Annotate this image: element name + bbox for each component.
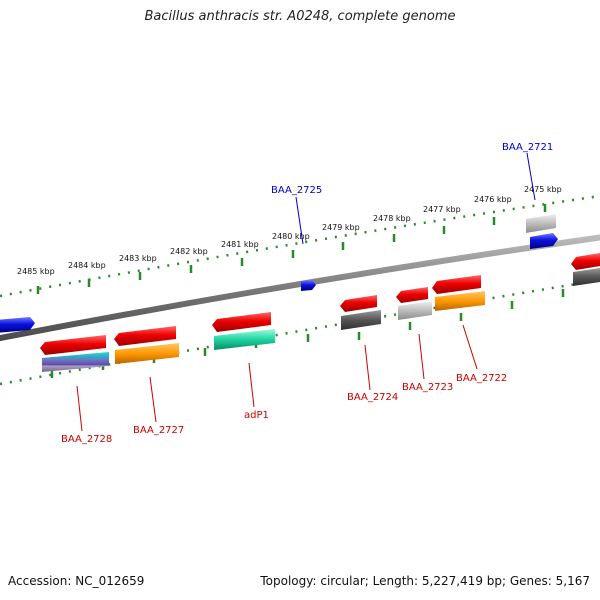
- ruler-label: 2480 kbp: [272, 232, 310, 241]
- gene-leader-line: [248, 362, 255, 408]
- gene-label[interactable]: adP1: [244, 410, 269, 421]
- ruler-lower: [0, 278, 600, 386]
- gene-leader-line: [526, 152, 536, 201]
- gene-leader-line: [418, 333, 425, 380]
- gene-label[interactable]: BAA_2727: [133, 425, 184, 436]
- ruler-label: 2476 kbp: [474, 195, 512, 204]
- gene-feature-bar: [214, 329, 275, 350]
- gene-label[interactable]: BAA_2728: [61, 434, 112, 445]
- gene-arrow-reverse[interactable]: [340, 295, 377, 312]
- gene-feature-bar: [115, 343, 179, 364]
- ruler-label: 2479 kbp: [322, 223, 360, 232]
- ruler-label: 2475 kbp: [524, 185, 562, 194]
- ruler-label: 2485 kbp: [17, 267, 55, 276]
- gene-arrow-reverse[interactable]: [40, 335, 106, 355]
- accession-text: Accession: NC_012659: [8, 574, 145, 588]
- gene-label[interactable]: BAA_2723: [402, 382, 453, 393]
- gene-box[interactable]: [526, 214, 556, 233]
- gene-arrow-forward[interactable]: [0, 317, 35, 333]
- ruler-label: 2481 kbp: [221, 240, 259, 249]
- genome-summary-text: Topology: circular; Length: 5,227,419 bp…: [260, 574, 590, 588]
- gene-label[interactable]: BAA_2721: [502, 142, 553, 153]
- gene-feature-bar: [42, 352, 109, 372]
- gene-arrow-reverse[interactable]: [396, 287, 428, 303]
- gene-arrow-reverse[interactable]: [571, 253, 600, 270]
- gene-arrow-reverse[interactable]: [212, 312, 271, 332]
- gene-leader-line: [149, 376, 157, 423]
- gene-leader-line: [364, 344, 371, 391]
- gene-leader-line: [295, 196, 304, 245]
- gene-arrow-reverse[interactable]: [432, 275, 481, 294]
- genome-backbone: [0, 234, 600, 342]
- ruler-ticks-upper: [36, 204, 547, 294]
- map-title: Bacillus anthracis str. A0248, complete …: [144, 9, 456, 24]
- gene-feature-bar: [398, 301, 432, 320]
- gene-label[interactable]: BAA_2725: [271, 185, 322, 196]
- gene-leader-line: [76, 385, 83, 432]
- gene-feature-bar: [341, 310, 381, 330]
- gene-arrow-forward[interactable]: [530, 233, 558, 249]
- gene-arrow-forward[interactable]: [301, 280, 316, 291]
- gene-leader-line: [462, 324, 478, 370]
- gene-arrow-reverse[interactable]: [114, 326, 176, 346]
- gene-label[interactable]: BAA_2722: [456, 373, 507, 384]
- ruler-label: 2477 kbp: [423, 205, 461, 214]
- gene-feature-bar: [573, 268, 600, 286]
- ruler-label: 2478 kbp: [373, 214, 411, 223]
- ruler-label: 2483 kbp: [119, 254, 157, 263]
- gene-label[interactable]: BAA_2724: [347, 392, 398, 403]
- gene-feature-bar: [435, 291, 485, 311]
- ruler-label: 2484 kbp: [68, 261, 106, 270]
- ruler-label: 2482 kbp: [170, 247, 208, 256]
